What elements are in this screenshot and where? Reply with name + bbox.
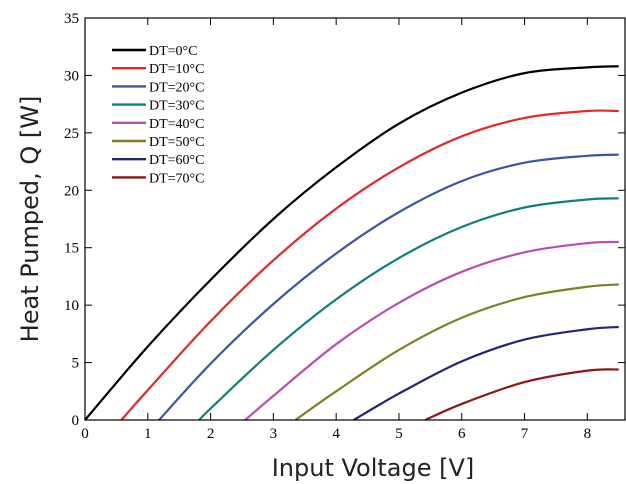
legend-label: DT=70°C: [149, 171, 205, 186]
y-tick-label: 35: [64, 11, 79, 27]
x-tick-label: 7: [521, 426, 529, 442]
y-tick-label: 10: [64, 298, 79, 314]
series-line-6: [294, 283, 619, 421]
ticks-layer: 0 1 2 3 4 5 6 7 8 0 5 10 15 20 25 30 35: [64, 11, 625, 442]
x-tick-label: 0: [81, 426, 89, 442]
x-tick-label: 2: [207, 426, 215, 442]
legend-label: DT=10°C: [149, 62, 205, 77]
series-line-2: [120, 109, 619, 421]
legend-label: DT=0°C: [149, 44, 198, 59]
series-line-8: [424, 368, 619, 422]
series-line-4: [198, 197, 619, 421]
x-tick-label: 5: [395, 426, 403, 442]
legend: DT=0°C DT=10°C DT=20°C DT=30°C DT=40°C DT=50°…: [112, 44, 205, 186]
y-tick-label: 0: [72, 413, 80, 429]
x-tick-label: 1: [144, 426, 152, 442]
legend-label: DT=40°C: [149, 117, 205, 132]
series-line-7: [353, 325, 619, 421]
legend-label: DT=60°C: [149, 153, 205, 168]
y-tick-label: 5: [72, 356, 80, 372]
plot-frame: [84, 17, 626, 421]
legend-label: DT=20°C: [149, 80, 205, 95]
y-tick-label: 25: [64, 126, 79, 142]
series-line-3: [158, 153, 619, 421]
y-tick-label: 20: [64, 183, 79, 199]
x-tick-label: 4: [332, 426, 340, 442]
x-tick-label: 3: [270, 426, 278, 442]
y-tick-label: 30: [64, 68, 79, 84]
x-tick-label: 6: [458, 426, 466, 442]
series-layer: [84, 65, 619, 422]
legend-label: DT=30°C: [149, 99, 205, 114]
series-line-1: [84, 65, 619, 421]
legend-label: DT=50°C: [149, 135, 205, 150]
y-axis-label: Heat Pumped, Q [W]: [16, 96, 44, 343]
series-line-5: [244, 240, 619, 421]
x-axis-label: Input Voltage [V]: [272, 454, 475, 482]
y-tick-label: 15: [64, 241, 79, 257]
x-tick-label: 8: [584, 426, 592, 442]
